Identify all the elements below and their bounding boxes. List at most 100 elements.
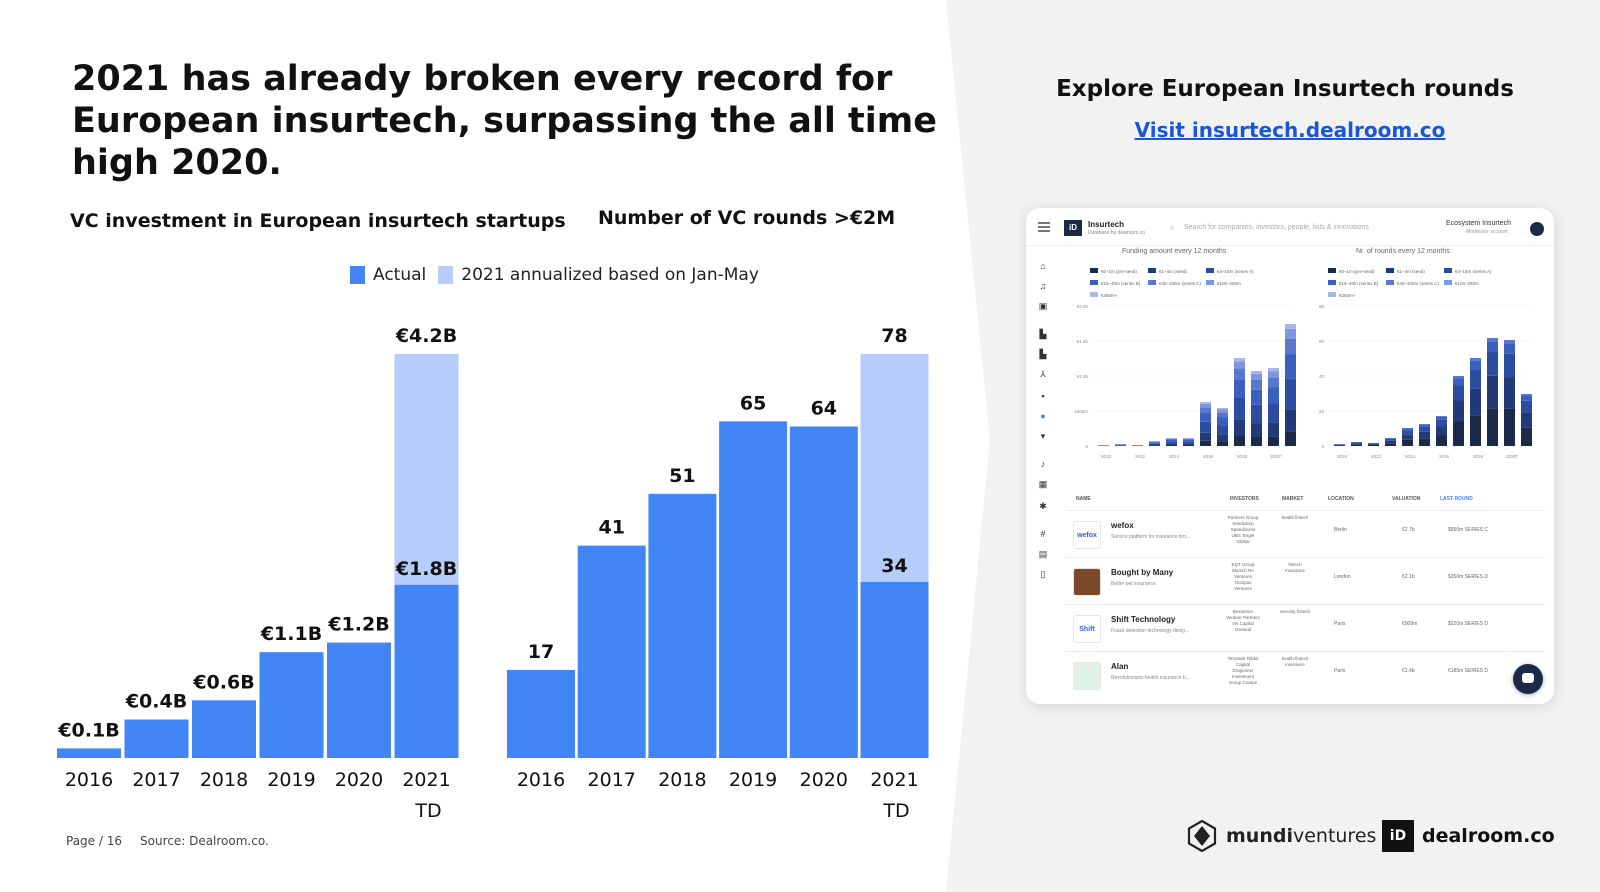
data-label-actual: 51 bbox=[669, 465, 695, 487]
mini-bar-segment bbox=[1487, 375, 1498, 409]
mini-bar-segment bbox=[1487, 338, 1498, 342]
mini-bar-segment bbox=[1470, 360, 1481, 370]
mini-legend-label: €4–15m (series A) bbox=[1217, 269, 1254, 274]
save-icon[interactable]: ▣ bbox=[1038, 301, 1048, 311]
mini-x-tick: 2014 bbox=[1169, 454, 1180, 459]
mini-bar-segment bbox=[1470, 369, 1481, 389]
chat-icon[interactable] bbox=[1513, 664, 1543, 694]
col-location[interactable]: LOCATION bbox=[1328, 496, 1354, 502]
mini-bar-segment bbox=[1487, 352, 1498, 376]
table-row[interactable]: wefox wefox Service platform for insurance… bbox=[1066, 510, 1546, 556]
buildings-icon[interactable]: ▙ bbox=[1039, 349, 1047, 359]
mini-bar-segment bbox=[1285, 378, 1296, 410]
mini-bar-segment bbox=[1149, 443, 1160, 445]
mini-y-tick: 40 bbox=[1319, 374, 1325, 379]
mini-bar-segment bbox=[1217, 417, 1228, 426]
mini-x-tick: 2020* bbox=[1270, 454, 1282, 459]
mini-legend-label: €15–40m (series B) bbox=[1339, 281, 1379, 286]
market-cell: security fintech bbox=[1280, 609, 1310, 614]
ventures-text: ventures bbox=[1292, 825, 1377, 847]
mini-bar-segment bbox=[1268, 387, 1279, 404]
mini-legend-swatch bbox=[1090, 292, 1098, 297]
mini-legend-label: €250m+ bbox=[1339, 293, 1356, 298]
mini-bar-segment bbox=[1402, 430, 1413, 435]
menu-icon[interactable] bbox=[1038, 222, 1050, 232]
mini-bar-segment bbox=[1251, 374, 1262, 380]
bulb-icon[interactable]: ● bbox=[1040, 411, 1046, 421]
x-tick-label: 2021 bbox=[402, 769, 450, 791]
mini-bar-segment bbox=[1166, 438, 1177, 440]
grid-icon[interactable]: ▦ bbox=[1038, 479, 1048, 489]
mini-bar-segment bbox=[1234, 361, 1245, 369]
valuation-cell: €2.1b bbox=[1402, 574, 1415, 580]
app-mini-charts: €0–1m (pre-seed) €1–4m (seed) €4–15m (seri… bbox=[1074, 268, 1532, 459]
mini-legend-swatch bbox=[1328, 280, 1336, 285]
last-round-cell: $350m SERIES D bbox=[1448, 574, 1489, 580]
avatar[interactable] bbox=[1530, 222, 1544, 236]
col-last-round[interactable]: LAST ROUND bbox=[1440, 496, 1473, 502]
mini-legend-swatch bbox=[1206, 268, 1214, 273]
document-icon[interactable]: ▯ bbox=[1040, 569, 1046, 579]
mini-x-tick: 2016 bbox=[1439, 454, 1450, 459]
x-tick-label: 2018 bbox=[200, 769, 248, 791]
mini-legend-swatch bbox=[1444, 280, 1452, 285]
col-valuation[interactable]: VALUATION bbox=[1392, 496, 1421, 502]
charts: €0.1B 2016 €0.4B 2017 €0.6B 2018 €1.1B 2019 €1.2… bbox=[57, 325, 929, 822]
x-tick-label: 2016 bbox=[65, 769, 113, 791]
music-icon[interactable]: ♪ bbox=[1040, 459, 1046, 469]
network-icon[interactable]: ✱ bbox=[1039, 501, 1047, 511]
mini-y-tick: 0 bbox=[1321, 444, 1324, 449]
mini-x-tick: 2010 bbox=[1101, 454, 1112, 459]
search-input[interactable]: Search for companies, investors, people,… bbox=[1166, 220, 1436, 236]
mini-bar-segment bbox=[1453, 400, 1464, 422]
mini-bar-segment bbox=[1436, 419, 1447, 427]
explore-heading: Explore European Insurtech rounds bbox=[1056, 76, 1514, 102]
table-row[interactable]: Shift Shift Technology Fraud-detection tec… bbox=[1066, 604, 1546, 650]
mini-legend-label: €1–4m (seed) bbox=[1397, 269, 1425, 274]
mini-legend-label: €0–1m (pre-seed) bbox=[1101, 269, 1137, 274]
mini-bar-segment bbox=[1200, 413, 1211, 422]
company-logo bbox=[1073, 568, 1101, 596]
briefcase-icon[interactable]: ▪ bbox=[1041, 391, 1045, 401]
dealroom-mark-icon: iD bbox=[1382, 820, 1414, 852]
mini-bar-segment bbox=[1251, 423, 1262, 437]
home-icon[interactable]: ⌂ bbox=[1040, 261, 1046, 271]
account-name[interactable]: Ecosystem Insurtech bbox=[1446, 220, 1511, 227]
mini-bar-segment bbox=[1385, 443, 1396, 446]
x-tick-label: 2016 bbox=[517, 769, 565, 791]
company-logo: Shift bbox=[1073, 615, 1101, 643]
mini-x-tick: 2012 bbox=[1135, 454, 1146, 459]
table-row[interactable]: Alan Revolutionizes health insurance b...… bbox=[1066, 651, 1546, 697]
legend-label-annualized: 2021 annualized based on Jan-May bbox=[461, 265, 759, 285]
app-sidebar: ⌂ ♫ ▣ ▙ ▙ ⅄ ▪ ● ▾ ♪ ▦ ✱ # ▤ ▯ bbox=[1026, 248, 1060, 704]
mini-y-tick: 0 bbox=[1085, 444, 1088, 449]
funnel-icon[interactable]: ▾ bbox=[1040, 431, 1046, 441]
person-icon[interactable]: ⅄ bbox=[1040, 369, 1046, 379]
mini-bar-segment bbox=[1453, 376, 1464, 379]
data-label-actual: 34 bbox=[881, 555, 907, 577]
mini-legend-swatch bbox=[1090, 268, 1098, 273]
mini-bar-segment bbox=[1285, 354, 1296, 379]
bar-actual bbox=[719, 421, 788, 758]
col-investors[interactable]: INVESTORS bbox=[1230, 496, 1259, 502]
mini-x-tick: 2012 bbox=[1371, 454, 1382, 459]
table-row[interactable]: Bought by Many Better pet insurance EQT Gr… bbox=[1066, 557, 1546, 603]
valuation-cell: €2.7b bbox=[1402, 527, 1415, 533]
newspaper-icon[interactable]: ▤ bbox=[1038, 549, 1048, 559]
visit-link[interactable]: Visit insurtech.dealroom.co bbox=[1134, 118, 1446, 142]
mini-bar-segment bbox=[1200, 402, 1211, 404]
headset-icon[interactable]: ♫ bbox=[1039, 281, 1047, 291]
mini-y-tick: €1.5b bbox=[1077, 339, 1089, 344]
hash-icon[interactable]: # bbox=[1040, 529, 1046, 539]
mini-bar-segment bbox=[1504, 408, 1515, 446]
app-subtitle: Database by dealroom.co bbox=[1088, 230, 1145, 236]
bar-actual bbox=[192, 700, 256, 758]
x-tick-label: TD bbox=[414, 800, 441, 822]
mini-bar-segment bbox=[1453, 421, 1464, 446]
building-icon[interactable]: ▙ bbox=[1039, 329, 1047, 339]
col-market[interactable]: MARKET bbox=[1282, 496, 1304, 502]
mini-bar-segment bbox=[1268, 403, 1279, 423]
funding-chart-title: Funding amount every 12 months bbox=[1122, 248, 1227, 255]
col-name[interactable]: NAME bbox=[1076, 496, 1091, 502]
location-cell: London bbox=[1334, 574, 1351, 580]
